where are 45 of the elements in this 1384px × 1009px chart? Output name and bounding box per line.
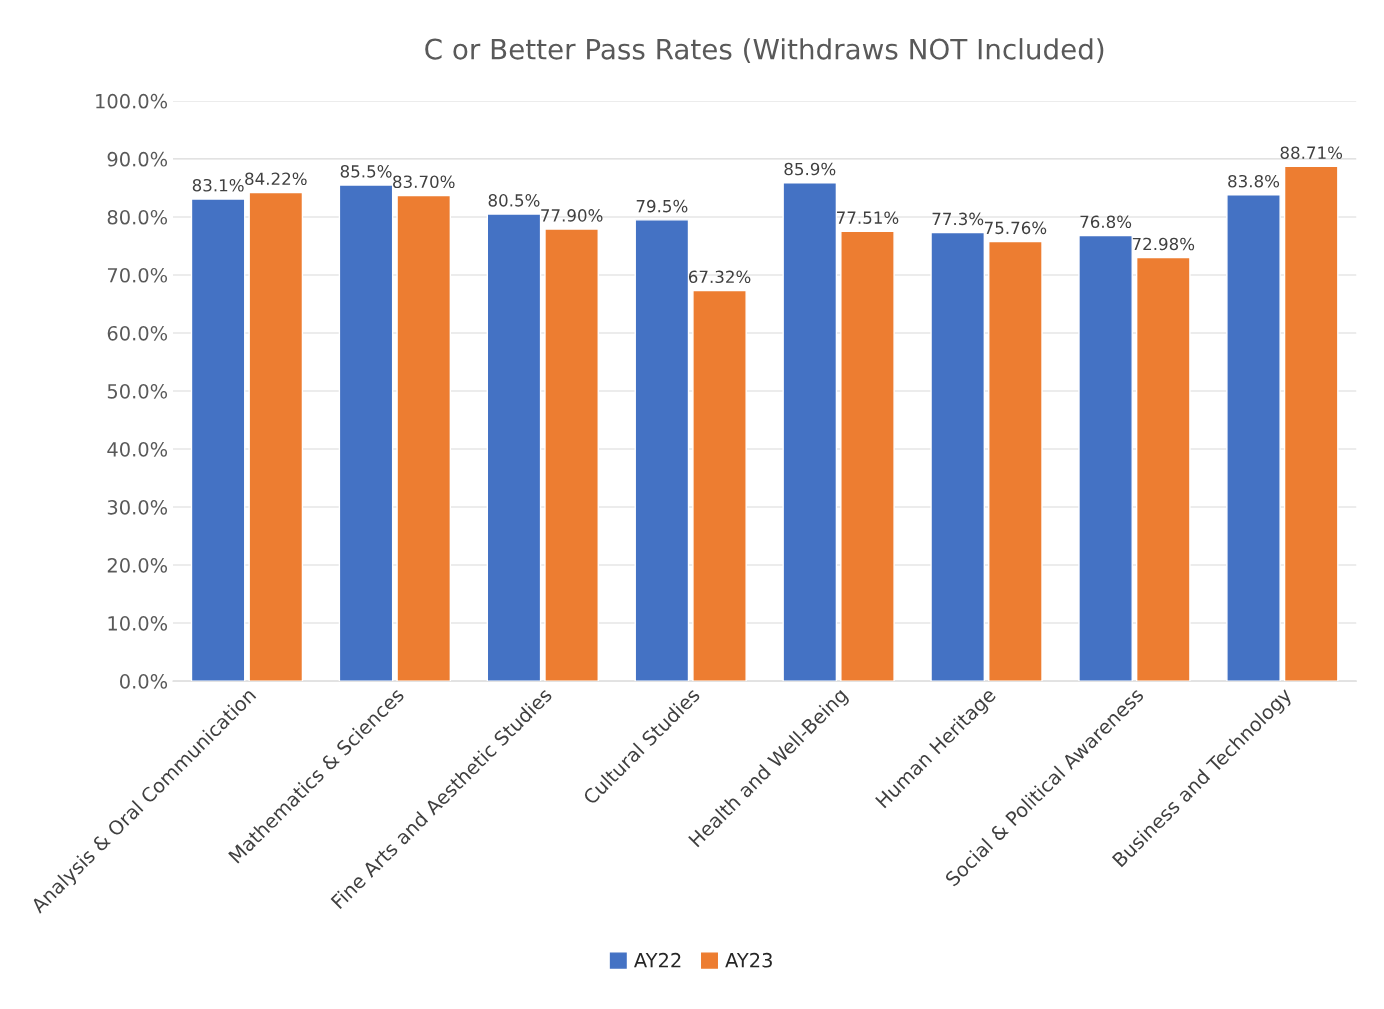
data-label: 77.90% <box>541 209 603 222</box>
data-label: 67.32% <box>688 270 751 284</box>
bar <box>544 228 599 682</box>
data-label: 80.5% <box>488 194 540 207</box>
y-tick-label: 10.0% <box>108 616 168 631</box>
y-tick-label: 40.0% <box>107 441 168 457</box>
bar <box>248 191 304 682</box>
bar <box>396 194 452 682</box>
y-tick-label: 70.0% <box>107 267 168 283</box>
bar <box>1283 165 1339 682</box>
y-tick-label: 90.0% <box>107 151 168 167</box>
chart-title: C or Better Pass Rates (Withdraws NOT Included) <box>425 38 1104 63</box>
y-tick-label: 100.0% <box>96 93 168 109</box>
bar <box>1078 234 1133 682</box>
data-label: 75.76% <box>984 221 1047 235</box>
legend-label: AY23 <box>725 952 772 968</box>
data-label: 85.9% <box>784 162 836 176</box>
bar <box>782 182 838 682</box>
data-label: 79.5% <box>636 199 688 213</box>
data-label: 83.8% <box>1228 174 1280 188</box>
data-label: 72.98% <box>1132 237 1195 251</box>
y-tick-label: 50.0% <box>107 383 168 399</box>
y-tick-label: 20.0% <box>107 558 168 573</box>
bar <box>840 230 895 682</box>
data-label: 83.70% <box>393 175 455 189</box>
data-label: 85.5% <box>340 165 392 178</box>
data-label: 77.51% <box>837 211 899 224</box>
bar <box>338 184 394 682</box>
bar <box>692 289 747 682</box>
data-label: 76.8% <box>1080 215 1132 229</box>
data-label: 88.71% <box>1280 146 1343 160</box>
y-tick-label: 30.0% <box>107 499 168 515</box>
bar <box>486 213 542 682</box>
data-label: 77.3% <box>932 212 984 226</box>
legend-label: AY22 <box>634 952 681 968</box>
y-tick-label: 60.0% <box>107 325 168 341</box>
data-label: 84.22% <box>245 172 307 186</box>
bar <box>1226 194 1281 682</box>
y-tick-label: 0.0% <box>120 674 168 689</box>
data-label: 83.1% <box>192 178 244 192</box>
bar <box>190 198 246 682</box>
y-tick-label: 80.0% <box>107 209 168 225</box>
bar <box>988 240 1043 682</box>
bar <box>634 219 690 682</box>
bar <box>1135 256 1191 682</box>
